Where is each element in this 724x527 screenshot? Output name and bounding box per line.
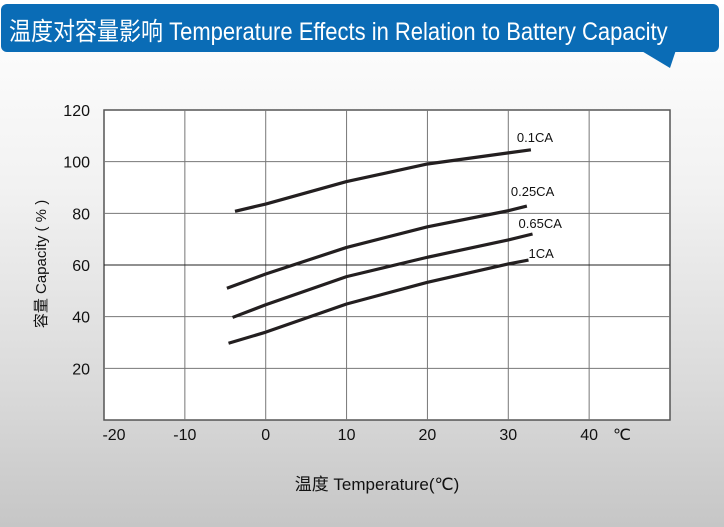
y-tick-label: 60 [72,258,90,275]
series-label: 0.25CA [511,184,555,199]
x-axis-unit: ℃ [613,427,631,444]
x-tick-label: 0 [261,427,270,444]
series-line-0.1CA [234,148,532,213]
x-tick-label: 30 [499,427,517,444]
series-label: 1CA [529,246,555,261]
x-tick-label: 10 [338,427,356,444]
y-tick-label: 80 [72,206,90,223]
x-tick-label: -20 [102,427,125,444]
page-title: 温度对容量影响 Temperature Effects in Relation … [9,18,668,46]
x-tick-label: -10 [173,427,196,444]
series-line-0.25CA [226,204,528,290]
series-label: 0.65CA [519,216,563,231]
title-banner: 温度对容量影响 Temperature Effects in Relation … [1,4,719,52]
y-tick-label: 120 [63,103,90,120]
banner-tail [640,50,676,68]
y-tick-label: 40 [72,310,90,327]
x-axis-label: 温度 Temperature(℃) [295,475,460,494]
y-tick-label: 20 [72,361,90,378]
y-axis-label: 容量 Capacity ( % ) [33,200,50,328]
x-tick-label: 40 [580,427,598,444]
series-line-0.65CA [231,232,533,319]
series-line-1CA [228,258,529,345]
x-tick-label: 20 [419,427,437,444]
series-label: 0.1CA [517,130,553,145]
y-tick-label: 100 [63,155,90,172]
